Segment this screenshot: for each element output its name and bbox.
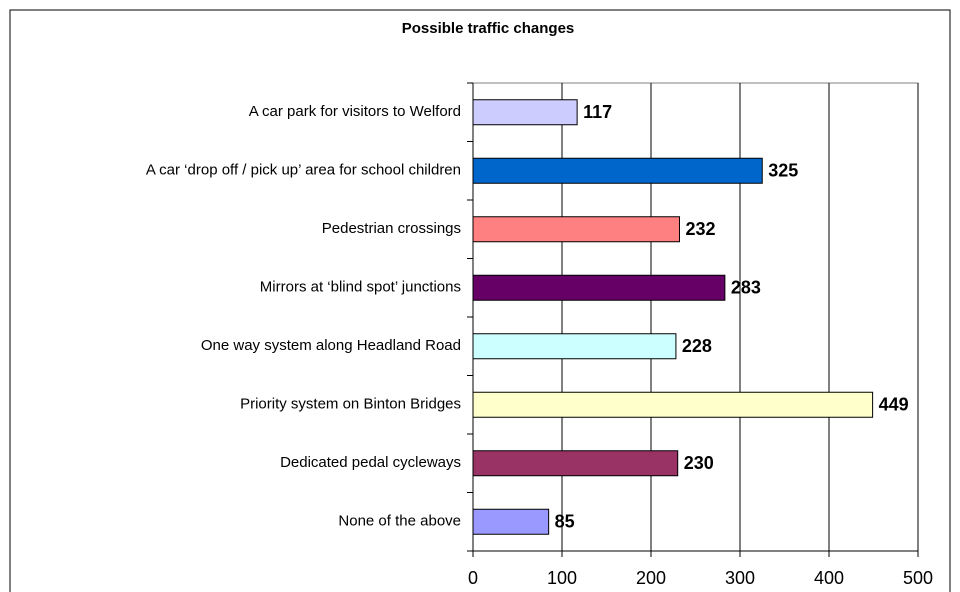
value-label: 283 <box>731 278 761 298</box>
bar <box>472 157 763 184</box>
chart-title: Possible traffic changes <box>402 20 575 37</box>
bar <box>472 391 874 418</box>
y-tick-label: Dedicated pedal cycleways <box>280 454 461 471</box>
x-tick-label: 300 <box>725 568 755 588</box>
value-label: 228 <box>682 336 712 356</box>
value-label: 449 <box>879 395 909 415</box>
bar <box>472 508 550 535</box>
x-tick-label: 500 <box>903 568 933 588</box>
x-tick-label: 200 <box>636 568 666 588</box>
bar <box>472 216 680 243</box>
value-label: 325 <box>768 161 798 181</box>
y-tick-label: Pedestrian crossings <box>322 220 461 237</box>
y-tick-label: A car ‘drop off / pick up’ area for scho… <box>146 162 461 179</box>
x-tick-label: 100 <box>547 568 577 588</box>
plot-area <box>472 82 919 552</box>
bar <box>472 274 726 301</box>
y-tick-label: Mirrors at ‘blind spot’ junctions <box>260 279 461 296</box>
x-tick-label: 0 <box>468 568 478 588</box>
value-label: 117 <box>583 102 612 122</box>
y-tick-label: One way system along Headland Road <box>201 337 461 354</box>
y-tick-label: Priority system on Binton Bridges <box>240 396 461 413</box>
value-label: 85 <box>555 512 575 532</box>
value-label: 230 <box>684 453 714 473</box>
y-tick-label: A car park for visitors to Welford <box>249 103 461 120</box>
y-tick-label: None of the above <box>338 513 461 530</box>
bar <box>472 333 677 360</box>
bar <box>472 450 679 477</box>
value-label: 232 <box>685 219 715 239</box>
x-tick-label: 400 <box>814 568 844 588</box>
bar <box>472 99 578 126</box>
